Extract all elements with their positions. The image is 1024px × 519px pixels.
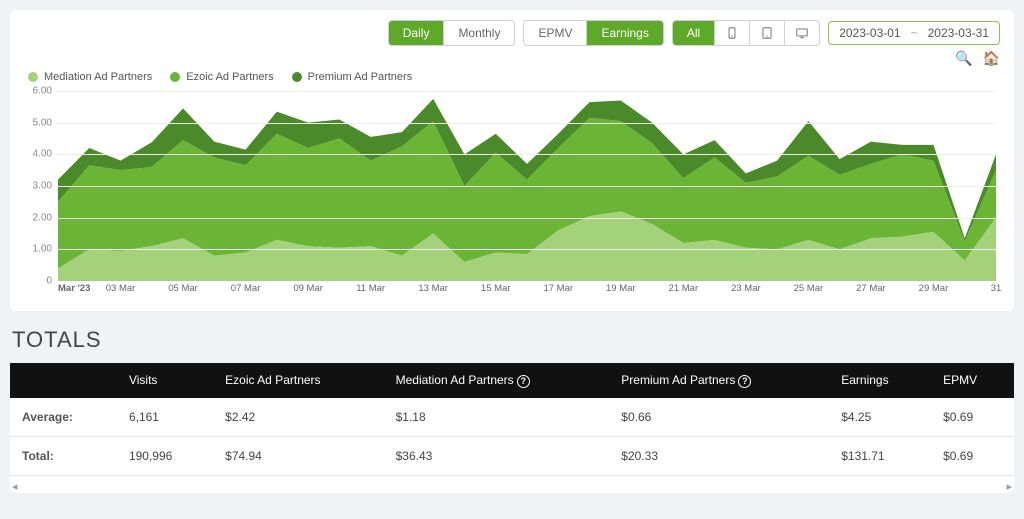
gridline xyxy=(58,154,996,155)
y-tick: 2.00 xyxy=(33,212,52,223)
zoom-icon[interactable]: 🔍 xyxy=(955,50,972,67)
legend-label: Premium Ad Partners xyxy=(308,71,413,83)
chart-toolbar: DailyMonthly EPMVEarnings All 2023-03-01… xyxy=(24,20,1000,46)
x-tick: 05 Mar xyxy=(168,283,198,294)
date-separator: ~ xyxy=(911,26,918,40)
plot-area xyxy=(58,91,996,281)
x-tick: 07 Mar xyxy=(231,283,261,294)
totals-col-header: Mediation Ad Partners? xyxy=(384,363,610,398)
cell: $20.33 xyxy=(609,436,829,475)
device-group: All xyxy=(672,20,820,46)
scroll-left-icon[interactable]: ◂ xyxy=(12,480,18,493)
x-tick: 03 Mar xyxy=(106,283,136,294)
totals-table: VisitsEzoic Ad PartnersMediation Ad Part… xyxy=(10,363,1014,476)
totals-heading: TOTALS xyxy=(12,327,1014,353)
chart-actions: 🔍 🏠 xyxy=(24,50,1000,67)
gridline xyxy=(58,91,996,92)
totals-col-header: Ezoic Ad Partners xyxy=(213,363,383,398)
date-end: 2023-03-31 xyxy=(928,26,989,40)
metric-group: EPMVEarnings xyxy=(523,20,663,46)
legend-item[interactable]: Premium Ad Partners xyxy=(292,71,413,83)
totals-col-header: Visits xyxy=(117,363,213,398)
x-tick: 15 Mar xyxy=(481,283,511,294)
y-tick: 4.00 xyxy=(33,149,52,160)
device-btn-phone[interactable] xyxy=(715,21,750,45)
x-tick: 09 Mar xyxy=(293,283,323,294)
device-btn-desktop[interactable] xyxy=(785,21,819,45)
horizontal-scroll-indicator: ◂ ▸ xyxy=(10,480,1014,493)
x-tick: 31 xyxy=(991,283,1002,294)
x-tick: 17 Mar xyxy=(543,283,573,294)
cell: $0.66 xyxy=(609,398,829,437)
cell: 6,161 xyxy=(117,398,213,437)
cell: 190,996 xyxy=(117,436,213,475)
legend-item[interactable]: Ezoic Ad Partners xyxy=(170,71,273,83)
x-tick: 21 Mar xyxy=(669,283,699,294)
scroll-right-icon[interactable]: ▸ xyxy=(1006,480,1012,493)
gridline xyxy=(58,218,996,219)
help-icon[interactable]: ? xyxy=(517,375,530,388)
device-btn-tablet[interactable] xyxy=(750,21,785,45)
legend-label: Mediation Ad Partners xyxy=(44,71,152,83)
x-tick: Mar '23 xyxy=(58,283,90,294)
totals-panel: VisitsEzoic Ad PartnersMediation Ad Part… xyxy=(10,363,1014,493)
cell: $1.18 xyxy=(384,398,610,437)
cell: $0.69 xyxy=(931,398,1014,437)
chart-area: 01.002.003.004.005.006.00 Mar '2303 Mar0… xyxy=(24,91,1000,301)
legend-label: Ezoic Ad Partners xyxy=(186,71,273,83)
totals-col-header: EPMV xyxy=(931,363,1014,398)
time-granularity-group: DailyMonthly xyxy=(388,20,516,46)
x-axis: Mar '23 03 Mar 05 Mar 07 Mar 09 Mar 11 Mar 13 … xyxy=(58,283,996,301)
gridline xyxy=(58,186,996,187)
help-icon[interactable]: ? xyxy=(738,375,751,388)
y-tick: 1.00 xyxy=(33,244,52,255)
row-label: Total: xyxy=(10,436,117,475)
x-tick: 27 Mar xyxy=(856,283,886,294)
x-tick: 13 Mar xyxy=(418,283,448,294)
chart-legend: Mediation Ad Partners Ezoic Ad Partners Pr… xyxy=(28,71,1000,83)
x-tick: 29 Mar xyxy=(919,283,949,294)
x-tick: 23 Mar xyxy=(731,283,761,294)
date-range-picker[interactable]: 2023-03-01 ~ 2023-03-31 xyxy=(828,21,1000,45)
y-tick: 3.00 xyxy=(33,181,52,192)
gridline xyxy=(58,123,996,124)
totals-col-header: Premium Ad Partners? xyxy=(609,363,829,398)
home-icon[interactable]: 🏠 xyxy=(983,50,1000,67)
metric-btn-epmv[interactable]: EPMV xyxy=(524,21,587,45)
x-tick: 25 Mar xyxy=(794,283,824,294)
cell: $74.94 xyxy=(213,436,383,475)
date-start: 2023-03-01 xyxy=(839,26,900,40)
device-btn-all[interactable]: All xyxy=(673,21,715,45)
table-row: Average:6,161$2.42$1.18$0.66$4.25$0.69 xyxy=(10,398,1014,437)
y-axis: 01.002.003.004.005.006.00 xyxy=(24,91,56,281)
y-tick: 0 xyxy=(46,276,52,287)
legend-swatch xyxy=(170,72,180,82)
cell: $4.25 xyxy=(829,398,931,437)
row-label: Average: xyxy=(10,398,117,437)
cell: $36.43 xyxy=(384,436,610,475)
y-tick: 5.00 xyxy=(33,117,52,128)
metric-btn-earnings[interactable]: Earnings xyxy=(587,21,662,45)
totals-col-header xyxy=(10,363,117,398)
cell: $0.69 xyxy=(931,436,1014,475)
x-tick: 19 Mar xyxy=(606,283,636,294)
time-btn-daily[interactable]: Daily xyxy=(389,21,445,45)
time-btn-monthly[interactable]: Monthly xyxy=(444,21,514,45)
table-row: Total:190,996$74.94$36.43$20.33$131.71$0… xyxy=(10,436,1014,475)
legend-swatch xyxy=(292,72,302,82)
chart-panel: DailyMonthly EPMVEarnings All 2023-03-01… xyxy=(10,10,1014,311)
legend-swatch xyxy=(28,72,38,82)
y-tick: 6.00 xyxy=(33,86,52,97)
cell: $2.42 xyxy=(213,398,383,437)
cell: $131.71 xyxy=(829,436,931,475)
x-tick: 11 Mar xyxy=(356,283,385,294)
totals-header-row: VisitsEzoic Ad PartnersMediation Ad Part… xyxy=(10,363,1014,398)
legend-item[interactable]: Mediation Ad Partners xyxy=(28,71,152,83)
totals-col-header: Earnings xyxy=(829,363,931,398)
gridline xyxy=(58,249,996,250)
